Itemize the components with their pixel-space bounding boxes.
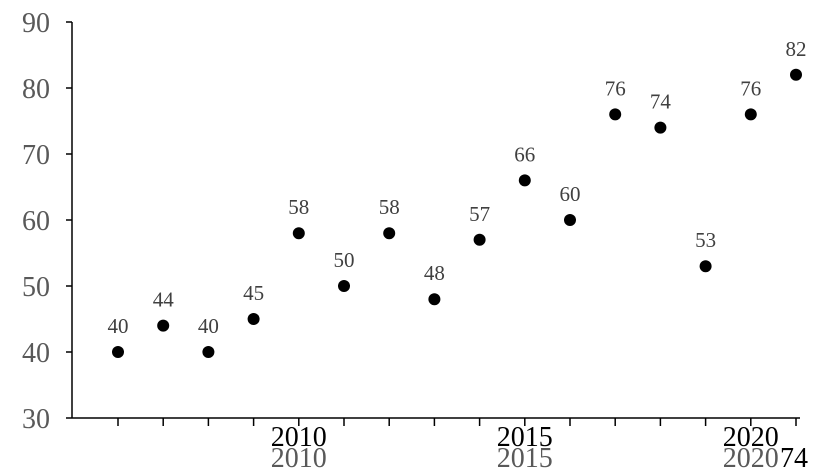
data-point [654,121,667,134]
y-tick-label: 50 [22,272,50,303]
data-label: 40 [108,314,129,338]
data-point [790,68,802,81]
data-point [292,227,305,240]
data-point [338,280,350,292]
axes [71,22,800,419]
data-label: 58 [379,195,400,219]
data-label: 58 [288,195,309,219]
x-tick-label-secondary: 2015 [497,443,553,472]
data-point [383,227,396,240]
data-point [157,319,170,332]
data-label: 48 [424,261,445,285]
x-tick-labels: 2010 2015 2020 2010 2015 2020 74 [271,422,808,472]
data-label: 45 [243,281,264,305]
data-points [112,68,802,358]
x-tick-label-secondary: 74 [780,443,808,472]
data-point [744,108,757,121]
y-tick-label: 90 [22,8,50,39]
data-point [473,233,486,246]
data-label: 44 [153,288,175,312]
y-tick-label: 40 [22,338,50,369]
data-point [202,346,215,358]
data-label: 82 [786,37,807,61]
x-tick-label: 2020 [723,422,779,453]
data-point [518,174,531,187]
x-tick-label: 2015 [497,422,553,453]
data-point [609,108,622,121]
data-label: 76 [605,76,626,100]
data-point [112,346,124,358]
y-tick-label: 70 [22,140,50,171]
data-label: 60 [560,182,581,206]
data-point [564,214,576,226]
data-label: 40 [198,314,219,338]
x-tick-label: 2010 [271,422,327,453]
data-point [699,260,712,273]
data-label: 66 [514,142,535,166]
data-label: 76 [740,76,761,100]
x-tick-label-secondary: 2010 [271,443,327,472]
data-label: 53 [695,228,716,252]
data-label: 57 [469,202,490,226]
data-label: 74 [650,90,672,114]
x-ticks [117,418,797,426]
y-tick-label: 30 [22,404,50,435]
y-ticks: 30 40 50 60 70 80 90 [22,8,72,435]
data-point [428,293,441,306]
x-tick-label-secondary: 2020 [723,443,779,472]
y-tick-label: 80 [22,74,50,105]
y-tick-label: 60 [22,206,50,237]
data-labels: 40 44 40 45 58 50 58 48 57 66 60 76 74 53 76 82 [108,37,807,338]
data-label: 50 [334,248,355,272]
data-point [247,313,260,325]
